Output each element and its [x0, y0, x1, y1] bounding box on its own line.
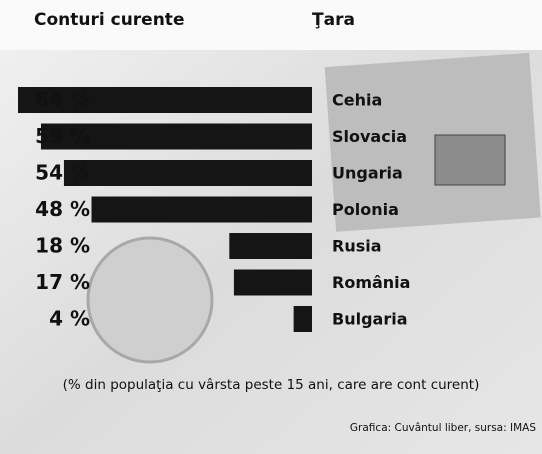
note: (% din populaţia cu vârsta peste 15 ani,… — [63, 377, 480, 393]
value-label: 18 % — [35, 234, 90, 258]
value-label: 17 % — [35, 270, 90, 294]
bar — [64, 160, 312, 186]
value-label: 48 % — [35, 197, 90, 221]
category-header: Ţara — [312, 10, 355, 30]
source: Grafica: Cuvântul liber, sursa: IMAS — [350, 422, 536, 434]
category-label: România — [332, 273, 410, 292]
value-label: 59 % — [35, 124, 90, 148]
bar — [92, 197, 313, 223]
category-label: Slovacia — [332, 127, 407, 146]
category-label: Rusia — [332, 237, 382, 256]
chart: Conturi curente Ţara (% din populaţia cu… — [0, 0, 542, 454]
category-label: Bulgaria — [332, 310, 408, 329]
value-label: 4 % — [49, 307, 90, 331]
value-label: 54 % — [35, 161, 90, 185]
category-label: Ungaria — [332, 164, 403, 183]
coin-decoration — [88, 238, 212, 362]
bar — [229, 233, 312, 259]
category-label: Polonia — [332, 200, 399, 219]
chart-title: Conturi curente — [34, 10, 184, 30]
value-label: 64 % — [35, 88, 90, 112]
category-label: Cehia — [332, 91, 382, 110]
bar — [234, 270, 312, 296]
bar — [294, 306, 312, 332]
screen-decoration — [435, 135, 505, 185]
